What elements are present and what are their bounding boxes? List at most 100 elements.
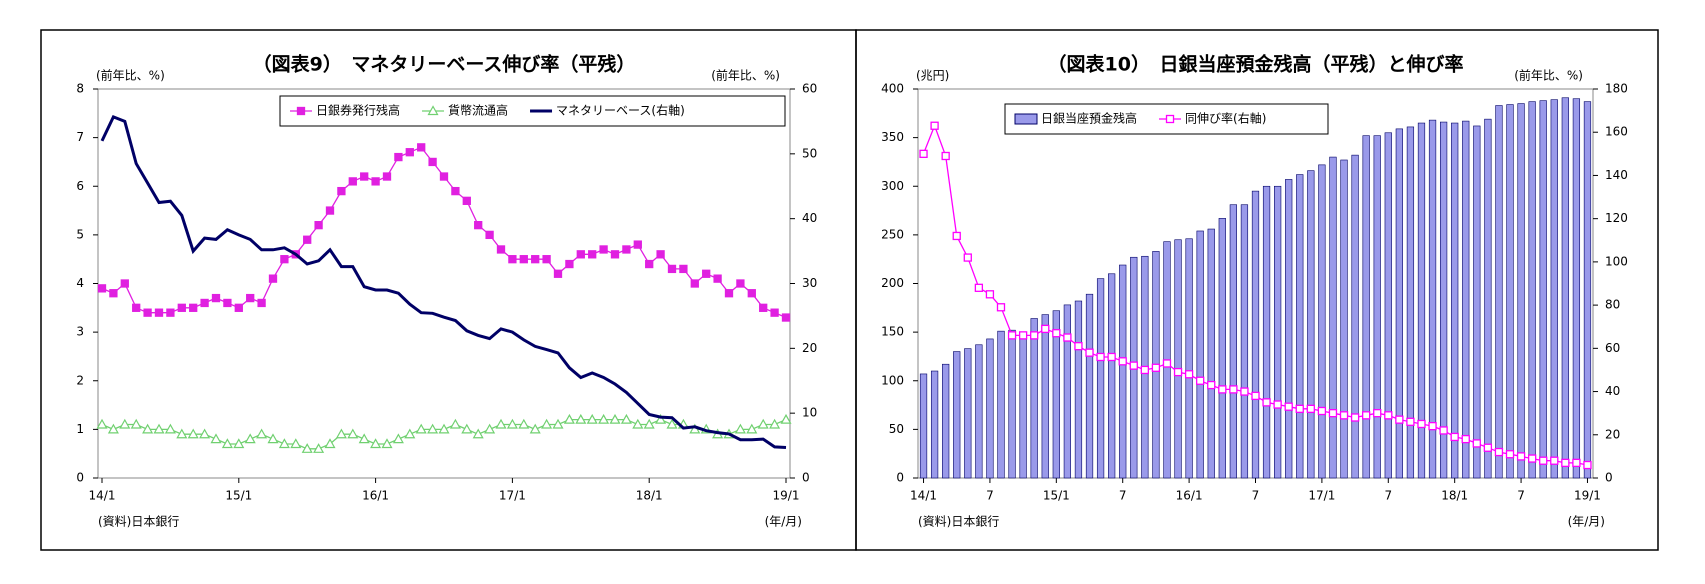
marker [210, 433, 222, 444]
chart-title: （図表10） 日銀当座預金残高（平残）と伸び率 [1048, 53, 1464, 76]
marker [1317, 406, 1327, 416]
bar [1041, 314, 1049, 479]
source-note: (資料)日本銀行 [98, 515, 179, 529]
marker [233, 438, 245, 449]
marker [189, 303, 198, 312]
bar [1362, 135, 1370, 479]
marker [1362, 411, 1371, 420]
y2-tick-label: 100 [1605, 254, 1628, 268]
x-tick-label: 16/1 [1176, 489, 1203, 503]
marker [974, 283, 984, 292]
x-tick-label: 14/1 [910, 489, 937, 503]
marker [278, 438, 290, 449]
legend-swatch [1014, 113, 1038, 125]
marker [119, 418, 131, 429]
marker [1162, 359, 1172, 368]
y2-tick-label: 20 [802, 341, 817, 355]
marker [1196, 376, 1205, 385]
marker [130, 418, 142, 429]
marker [780, 413, 792, 424]
marker [404, 428, 416, 439]
marker [598, 413, 610, 424]
marker [1439, 426, 1448, 435]
bar [997, 330, 1005, 479]
marker [531, 255, 540, 264]
marker [506, 418, 518, 429]
y2-axis-unit: (前年比、%) [1514, 68, 1583, 83]
bar [1395, 128, 1403, 479]
marker [200, 298, 209, 308]
bar [1561, 97, 1569, 479]
marker [153, 423, 165, 434]
marker [211, 293, 221, 303]
y-tick-label: 6 [76, 179, 84, 193]
x-axis-unit: (年/月) [765, 515, 802, 529]
marker [394, 152, 403, 162]
bar [1262, 185, 1271, 479]
bar [1517, 103, 1525, 479]
marker [736, 279, 745, 288]
bar [1019, 331, 1027, 479]
marker [1251, 391, 1260, 401]
marker [257, 298, 266, 308]
y-tick-label: 250 [881, 227, 904, 241]
marker [438, 423, 450, 434]
marker [1384, 411, 1393, 420]
x-tick-label: 15/1 [225, 489, 252, 503]
marker [164, 423, 176, 434]
marker [930, 121, 939, 130]
bar [1373, 135, 1381, 479]
bar [1462, 120, 1470, 479]
marker [759, 303, 768, 312]
marker [529, 423, 541, 434]
bar [1296, 174, 1304, 479]
marker [1450, 432, 1459, 442]
y-tick-label: 200 [881, 276, 904, 290]
marker [143, 308, 152, 317]
marker [757, 418, 769, 429]
x-tick-label: 7 [1517, 489, 1525, 503]
x-tick-label: 7 [1119, 489, 1127, 503]
bar [953, 351, 961, 479]
marker [1461, 434, 1470, 444]
marker [1428, 421, 1437, 431]
marker [221, 438, 233, 449]
y-tick-label: 4 [76, 276, 84, 290]
marker [1151, 363, 1161, 372]
marker [485, 230, 494, 240]
marker [154, 308, 164, 317]
marker [622, 245, 631, 254]
marker [919, 149, 928, 158]
y2-tick-label: 160 [1605, 125, 1628, 139]
marker [290, 438, 302, 449]
y2-tick-label: 30 [802, 276, 817, 290]
marker [633, 240, 642, 249]
marker [1284, 402, 1293, 411]
marker [769, 418, 781, 429]
y2-tick-label: 60 [1605, 341, 1620, 355]
bar [1030, 318, 1038, 479]
y2-tick-label: 20 [1605, 427, 1620, 441]
marker [451, 186, 460, 196]
marker [996, 303, 1006, 312]
marker [620, 413, 632, 424]
bar [1307, 170, 1315, 479]
y2-tick-label: 120 [1605, 211, 1628, 225]
bar [1528, 101, 1536, 479]
marker [1184, 370, 1194, 379]
marker [1107, 352, 1116, 362]
marker [348, 177, 357, 186]
bar [1285, 179, 1293, 479]
x-tick-label: 7 [1384, 489, 1392, 503]
x-axis-unit: (年/月) [1568, 515, 1605, 529]
y-tick-label: 350 [881, 130, 904, 144]
marker [474, 220, 483, 230]
marker [667, 264, 677, 274]
marker [1063, 333, 1072, 342]
bar [1473, 125, 1481, 479]
y-axis-unit: (前年比、%) [96, 68, 165, 83]
marker [576, 250, 585, 259]
bar [1218, 218, 1226, 479]
y-tick-label: 150 [881, 325, 904, 339]
